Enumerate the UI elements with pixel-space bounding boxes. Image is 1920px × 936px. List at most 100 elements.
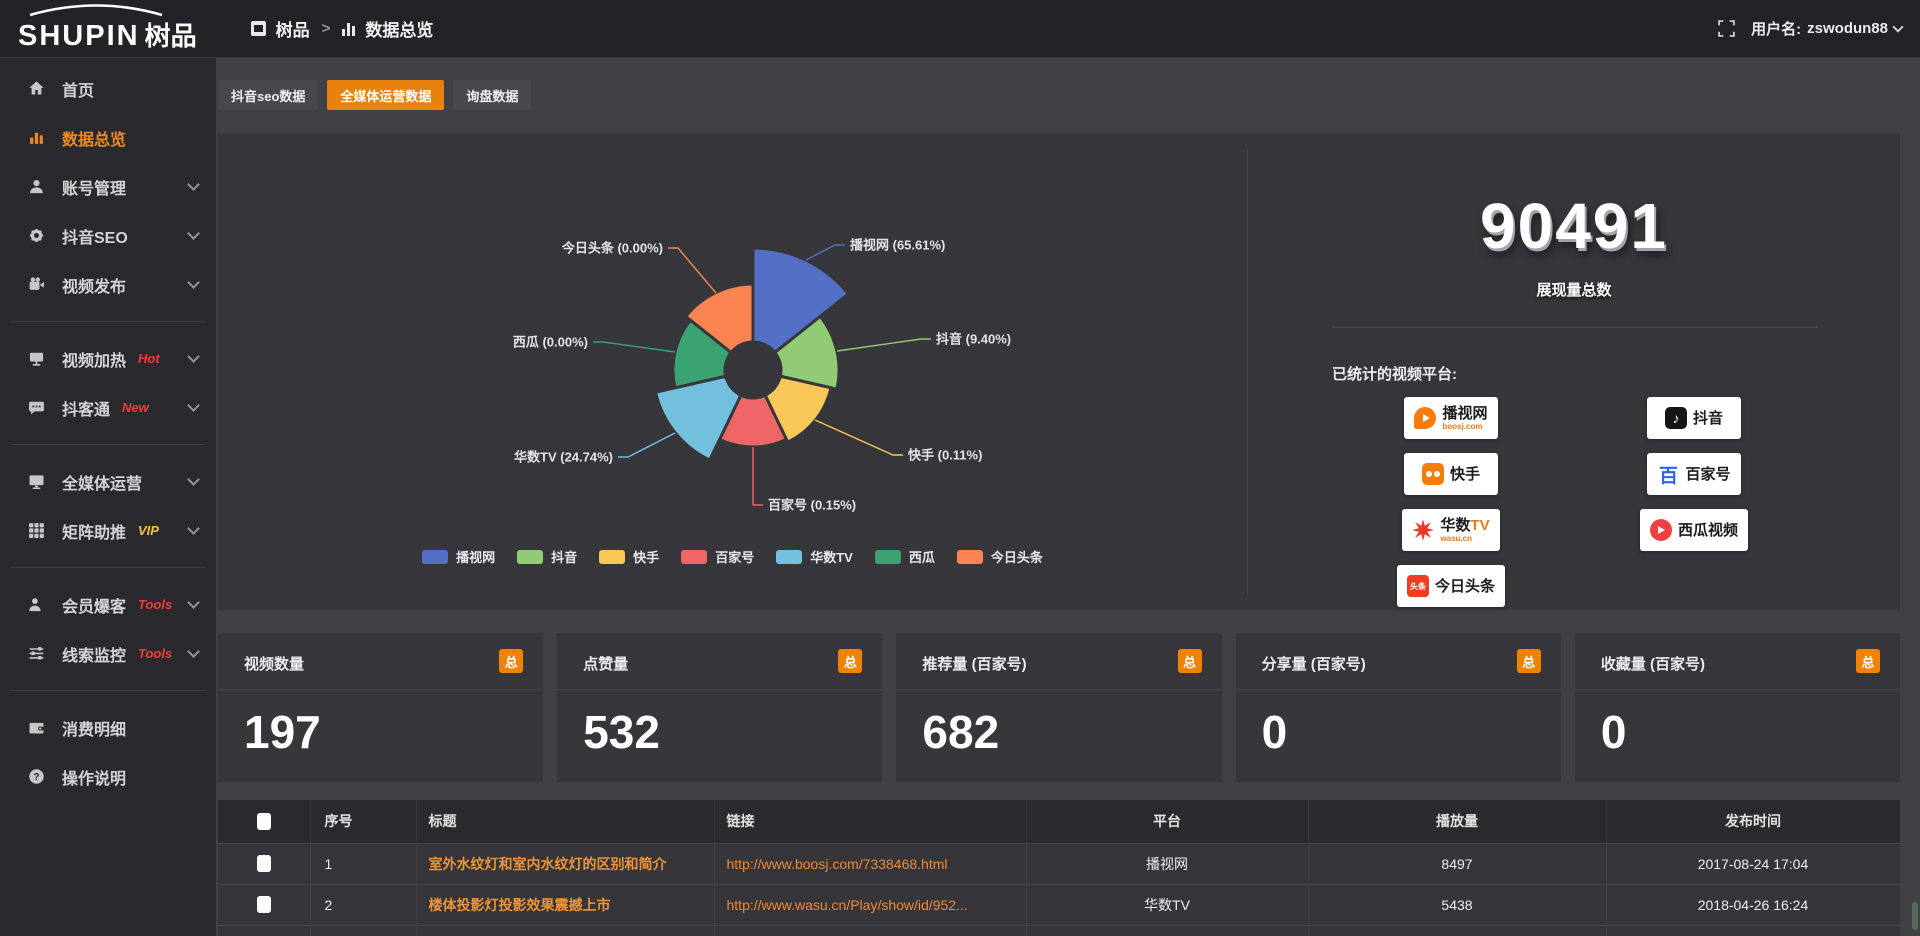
sidebar-item-抖客通[interactable]: 抖客通 New <box>0 383 216 432</box>
pie-slice-快手[interactable] <box>763 374 833 444</box>
fullscreen-icon[interactable] <box>1718 20 1735 37</box>
platform-badge-百家号[interactable]: 百百家号 <box>1647 453 1741 495</box>
chat-icon <box>28 399 48 416</box>
scrollbar-thumb[interactable] <box>1912 902 1918 930</box>
pie-slice-西瓜[interactable] <box>671 318 733 390</box>
sidebar-item-视频发布[interactable]: 视频发布 <box>0 260 216 309</box>
breadcrumb-separator: > <box>321 20 331 37</box>
chevron-down-icon <box>187 227 200 240</box>
breadcrumb-root[interactable]: 树品 <box>275 21 310 40</box>
chart-panel: 播视网 (65.61%) 抖音 (9.40%) 快手 (0.11%) 百家号 (0.1… <box>218 133 1900 610</box>
tab-抖音seo数据[interactable]: 抖音seo数据 <box>218 80 319 110</box>
platform-name: 抖音 <box>1692 409 1723 427</box>
row-checkbox[interactable] <box>256 855 271 872</box>
platform-name: 华数TV <box>1440 516 1490 534</box>
platform-badge-播视网[interactable]: 播视网 boosj.com <box>1404 397 1498 439</box>
pie-label-播视网: 播视网 (65.61%) <box>850 238 945 253</box>
total-badge[interactable]: 总 <box>1856 649 1881 673</box>
legend-item-抖音[interactable]: 抖音 <box>517 547 577 566</box>
stat-card-title: 收藏量 (百家号) <box>1600 656 1705 673</box>
video-title-link[interactable]: 室外水纹灯和室内水纹灯的区别和简介 <box>416 842 715 884</box>
stat-card-value: 682 <box>922 706 1000 758</box>
legend-item-西瓜[interactable]: 西瓜 <box>874 547 935 566</box>
sidebar-item-label: 视频加热 <box>62 352 127 370</box>
pie-label-line <box>814 419 903 456</box>
legend-item-今日头条[interactable]: 今日头条 <box>956 547 1043 566</box>
pie-label-百家号: 百家号 (0.15%) <box>768 498 856 513</box>
pie-slice-今日头条[interactable] <box>684 282 755 355</box>
card-divider <box>218 689 544 690</box>
row-checkbox[interactable] <box>256 896 271 913</box>
home-icon <box>28 80 48 97</box>
total-badge[interactable]: 总 <box>1177 649 1202 673</box>
pie-slice-百家号[interactable] <box>718 393 788 449</box>
sidebar-item-矩阵助推[interactable]: 矩阵助推 VIP <box>0 506 216 555</box>
pie-slice-播视网[interactable] <box>751 246 850 355</box>
sidebar-item-tag: Tools <box>138 597 173 612</box>
sidebar-item-数据总览[interactable]: 数据总览 <box>0 113 216 162</box>
platform-badge-华数TV[interactable]: 华数TV wasu.cn <box>1402 509 1500 551</box>
platform-subtext: boosj.com <box>1442 421 1483 431</box>
douyin-note-icon: ♪ <box>1664 407 1687 429</box>
card-divider <box>1235 689 1561 690</box>
platform-badge-快手[interactable]: 快手 <box>1404 453 1498 495</box>
wasu-star-icon <box>1412 519 1435 541</box>
video-url-link[interactable]: http://www.wasu.cn/Play/show/id/952... <box>714 883 1027 925</box>
legend-item-播视网[interactable]: 播视网 <box>422 547 495 566</box>
sidebar-item-账号管理[interactable]: 账号管理 <box>0 162 216 211</box>
video-publish-time: 2017-08-24 17:04 <box>1606 842 1900 884</box>
legend-item-百家号[interactable]: 百家号 <box>681 547 754 566</box>
sidebar-item-全媒体运营[interactable]: 全媒体运营 <box>0 457 216 506</box>
gear-icon <box>28 227 48 244</box>
sidebar-item-线索监控[interactable]: 线索监控 Tools <box>0 629 216 678</box>
logo: SHUPIN 树品 <box>18 4 197 53</box>
legend-swatch <box>874 549 901 564</box>
wallet-icon <box>28 719 48 736</box>
stat-card-value: 532 <box>583 706 660 758</box>
sliders-icon <box>28 645 48 662</box>
platform-name: 西瓜视频 <box>1677 521 1738 539</box>
total-badge[interactable]: 总 <box>499 649 524 673</box>
sidebar-divider <box>10 567 206 568</box>
total-badge[interactable]: 总 <box>838 649 863 673</box>
tab-bar: 抖音seo数据 全媒体运营数据 询盘数据 <box>218 80 532 110</box>
total-badge[interactable]: 总 <box>1516 649 1541 673</box>
chevron-down-icon <box>187 399 200 412</box>
col-header-链接: 链接 <box>714 800 1027 843</box>
legend-item-华数TV[interactable]: 华数TV <box>776 547 853 566</box>
pie-label-快手: 快手 (0.11%) <box>908 448 982 463</box>
platform-column-right: ♪ 抖音百百家号西瓜视频 <box>1609 397 1779 551</box>
platform-badge-今日头条[interactable]: 头条 今日头条 <box>1396 565 1505 607</box>
pie-slice-华数TV[interactable] <box>654 374 743 462</box>
pie-slice-抖音[interactable] <box>773 314 841 391</box>
sidebar-item-首页[interactable]: 首页 <box>0 64 216 113</box>
col-header-播放量: 播放量 <box>1308 800 1607 843</box>
sidebar-item-消费明细[interactable]: 消费明细 <box>0 703 216 752</box>
sidebar-item-视频加热[interactable]: 视频加热 Hot <box>0 334 216 383</box>
video-title-link[interactable]: 楼体投影灯投影效果震撼上市 <box>416 883 715 925</box>
stat-card-点赞量: 点赞量 总 532 <box>557 633 883 782</box>
breadcrumb-root-icon <box>250 21 266 36</box>
total-exposure-label: 展现量总数 <box>1536 282 1612 299</box>
platform-badge-抖音[interactable]: ♪ 抖音 <box>1647 397 1741 439</box>
sidebar-item-会员爆客[interactable]: 会员爆客 Tools <box>0 580 216 629</box>
sidebar-item-label: 消费明细 <box>62 721 127 739</box>
sidebar-item-操作说明[interactable]: ? 操作说明 <box>0 752 216 801</box>
legend-item-快手[interactable]: 快手 <box>599 547 659 566</box>
sidebar-item-tag: Tools <box>138 646 173 661</box>
platform-badge-西瓜视频[interactable]: 西瓜视频 <box>1639 509 1748 551</box>
chevron-down-icon <box>187 178 200 191</box>
tab-询盘数据[interactable]: 询盘数据 <box>453 80 532 110</box>
tab-全媒体运营数据[interactable]: 全媒体运营数据 <box>327 80 445 110</box>
col-header-平台: 平台 <box>1026 800 1309 843</box>
select-all-checkbox[interactable] <box>256 812 271 830</box>
breadcrumb-current[interactable]: 数据总览 <box>365 21 434 40</box>
sidebar-item-抖音SEO[interactable]: 抖音SEO <box>0 211 216 260</box>
rose-pie-chart[interactable]: 播视网 (65.61%) 抖音 (9.40%) 快手 (0.11%) 百家号 (0.1… <box>218 133 1247 543</box>
chevron-down-icon <box>187 276 200 289</box>
video-url-link[interactable]: http://www.boosj.com/7338468.html <box>714 842 1027 884</box>
user-menu[interactable]: 用户名: zswodun88 <box>1751 18 1904 39</box>
stat-card-视频数量: 视频数量 总 197 <box>218 633 544 782</box>
platform-name: 百家号 <box>1685 465 1731 483</box>
